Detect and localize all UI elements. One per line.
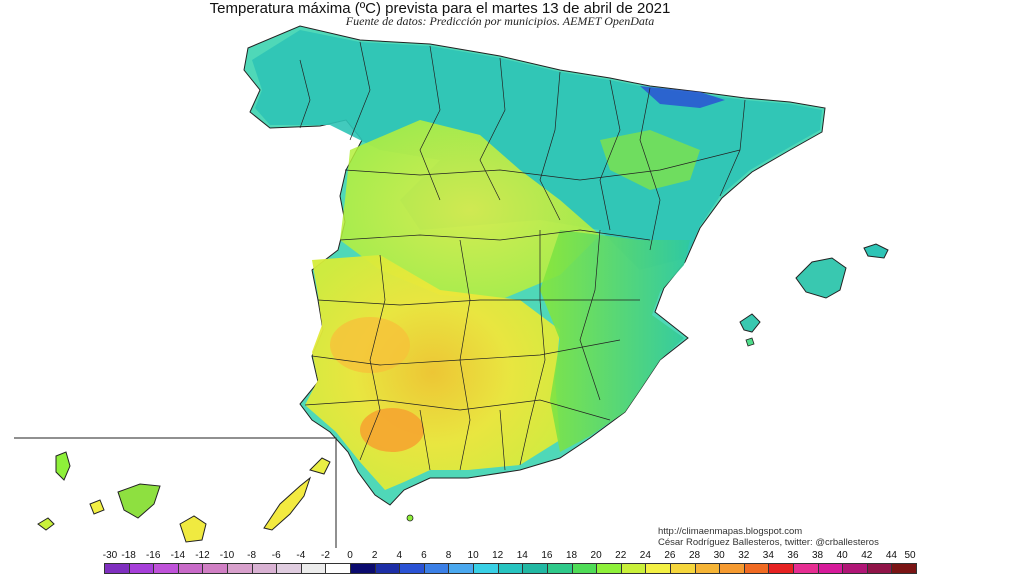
credits-author: César Rodríguez Ballesteros, twitter: @c… xyxy=(658,537,879,548)
legend-tick-label: 4 xyxy=(396,550,403,561)
pyrenees-cold-zone xyxy=(640,86,725,108)
legend-swatch xyxy=(669,563,696,574)
legend-swatch xyxy=(694,563,721,574)
legend-swatch xyxy=(177,563,204,574)
legend-tick-label: 32 xyxy=(738,550,750,561)
la-gomera xyxy=(89,499,105,515)
ebro-valley-zone xyxy=(600,130,700,190)
legend-tick-label: 6 xyxy=(421,550,427,561)
legend-tick-label: 16 xyxy=(541,550,553,561)
legend-tick-label: 8 xyxy=(445,550,452,561)
extremadura-hot-zone xyxy=(330,317,410,373)
legend-swatch xyxy=(768,563,794,574)
legend-tick-label: -30 xyxy=(102,550,118,561)
legend-swatch xyxy=(128,563,155,574)
legend-swatch xyxy=(423,563,450,574)
legend-tick-label: 10 xyxy=(467,550,479,561)
legend-swatch xyxy=(350,563,376,574)
legend-swatch xyxy=(719,563,745,574)
canary-islands xyxy=(37,451,331,543)
credits: http://climaenmapas.blogspot.com César R… xyxy=(658,526,879,548)
legend-swatch xyxy=(571,563,598,574)
gran-canaria xyxy=(179,515,207,543)
legend-swatch xyxy=(104,563,130,574)
legend-tick-label: 44 xyxy=(885,550,897,561)
legend-swatch xyxy=(546,563,573,574)
map-title: Temperatura máxima (ºC) prevista para el… xyxy=(209,0,671,17)
legend-tick-label: -12 xyxy=(195,550,210,561)
canary-inset-frame xyxy=(14,437,337,548)
legend-swatch xyxy=(596,563,622,574)
legend-tick-label: 18 xyxy=(565,550,578,561)
map-subtitle: Fuente de datos: Predicción por municipi… xyxy=(345,14,655,28)
legend-tick-label: 30 xyxy=(713,550,725,561)
legend-swatch xyxy=(448,563,475,574)
legend-tick-label: 22 xyxy=(615,550,627,561)
legend-swatch xyxy=(399,563,425,574)
legend-tick-label: -8 xyxy=(247,550,257,561)
legend-swatch xyxy=(522,563,548,574)
color-scale-legend: -30 -18 -16 -14 -12 -10 -8 -6 -4 -2 0 2 4 6 8 10 12 14 16 1… xyxy=(102,550,917,576)
tenerife xyxy=(117,483,161,519)
legend-tick-label: 40 xyxy=(836,550,848,561)
legend-swatch xyxy=(497,563,524,574)
legend-swatch xyxy=(473,563,499,574)
legend-tick-label: 50 xyxy=(904,550,916,561)
legend-tick-label: 0 xyxy=(347,550,353,561)
legend-swatch xyxy=(842,563,868,574)
legend-tick-label: -16 xyxy=(145,550,161,561)
legend-swatch xyxy=(227,563,253,574)
la-palma xyxy=(55,451,71,481)
legend-tick-label: -2 xyxy=(321,550,330,561)
legend-swatch xyxy=(325,563,352,574)
legend-swatch xyxy=(374,563,401,574)
legend-swatch xyxy=(866,563,893,574)
legend-tick-label: 36 xyxy=(787,550,799,561)
credits-url: http://climaenmapas.blogspot.com xyxy=(658,526,803,537)
legend-swatch xyxy=(153,563,179,574)
legend-swatch xyxy=(251,563,278,574)
legend-swatch xyxy=(645,563,671,574)
legend-tick-label: 28 xyxy=(688,550,701,561)
legend-swatch xyxy=(300,563,327,574)
legend-tick-label: -4 xyxy=(296,550,306,561)
balearic-islands xyxy=(739,243,889,347)
legend-swatch xyxy=(276,563,302,574)
legend-tick-label: 24 xyxy=(639,550,651,561)
legend-swatch xyxy=(817,563,844,574)
central-plateau-zone xyxy=(340,120,600,300)
legend-tick-label: 26 xyxy=(664,550,676,561)
legend-tick-label: 14 xyxy=(516,550,528,561)
legend-tick-label: 42 xyxy=(861,550,873,561)
legend-tick-label: 2 xyxy=(371,550,378,561)
legend-tick-label: -10 xyxy=(219,550,235,561)
el-hierro xyxy=(37,517,55,531)
legend-swatch xyxy=(792,563,819,574)
legend-swatch xyxy=(891,563,917,574)
legend-swatch xyxy=(620,563,647,574)
mallorca xyxy=(795,257,847,299)
legend-tick-label: 12 xyxy=(492,550,504,561)
north-cool-zone xyxy=(252,30,822,270)
ceuta xyxy=(406,514,414,522)
guadalquivir-hot-zone xyxy=(360,408,424,452)
legend-swatch xyxy=(743,563,770,574)
ibiza xyxy=(739,313,761,333)
legend-swatch xyxy=(202,563,229,574)
legend-tick-label: 38 xyxy=(812,550,824,561)
fuerteventura xyxy=(263,476,312,531)
lanzarote xyxy=(309,457,331,475)
legend-tick-label: 20 xyxy=(590,550,602,561)
legend-tick-label: 34 xyxy=(762,550,774,561)
menorca xyxy=(863,243,889,259)
legend-tick-label: -14 xyxy=(170,550,186,561)
legend-tick-label: -6 xyxy=(271,550,281,561)
formentera xyxy=(745,337,755,347)
legend-tick-label: -18 xyxy=(121,550,136,561)
province-borders xyxy=(299,41,746,471)
